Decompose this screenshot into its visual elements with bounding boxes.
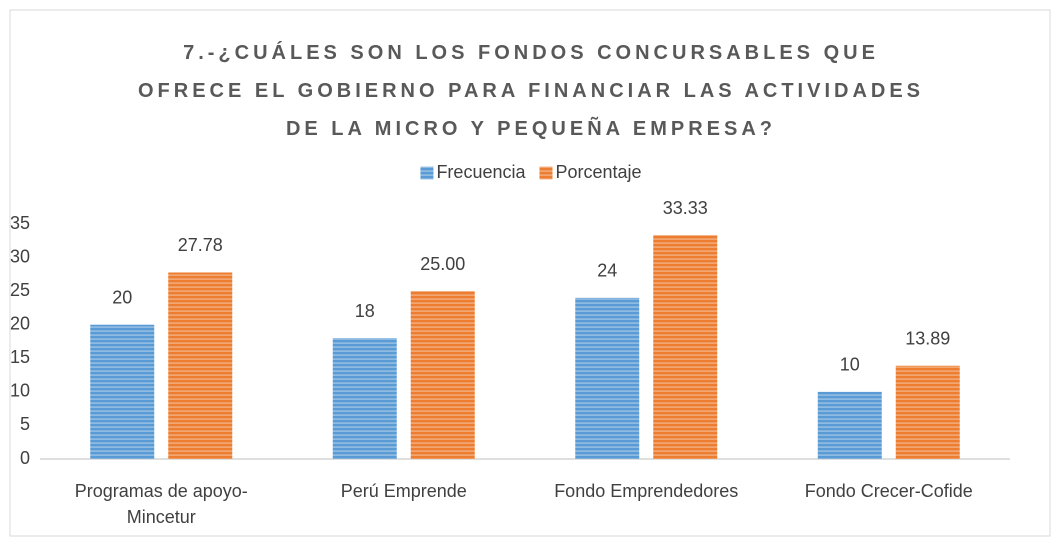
bar bbox=[332, 338, 397, 459]
legend-swatch bbox=[539, 166, 553, 180]
legend-label: Porcentaje bbox=[555, 162, 641, 182]
legend-swatch bbox=[420, 166, 434, 180]
y-tick-label: 15 bbox=[10, 347, 30, 367]
bar bbox=[410, 291, 475, 459]
y-tick-label: 25 bbox=[10, 280, 30, 300]
bar bbox=[90, 324, 155, 459]
x-tick-label: Fondo Crecer-Cofide bbox=[804, 481, 973, 501]
chart-title: 7.-¿CUÁLES SON LOS FONDOS CONCURSABLES Q… bbox=[137, 42, 925, 140]
y-tick-label: 5 bbox=[20, 414, 30, 434]
data-label: 24 bbox=[597, 261, 617, 281]
y-tick-label: 10 bbox=[10, 381, 30, 401]
y-tick-label: 0 bbox=[20, 448, 30, 468]
bar bbox=[895, 365, 960, 459]
legend-label: Frecuencia bbox=[436, 162, 526, 182]
data-label: 18 bbox=[355, 301, 375, 321]
bar bbox=[168, 272, 233, 459]
data-label: 10 bbox=[840, 355, 860, 375]
x-tick-label: Perú Emprende bbox=[340, 481, 467, 501]
data-label: 25.00 bbox=[420, 254, 465, 274]
data-label: 27.78 bbox=[178, 235, 223, 255]
data-label: 13.89 bbox=[905, 328, 950, 348]
x-tick-label: Programas de apoyo-Mincetur bbox=[74, 481, 248, 527]
bar bbox=[653, 235, 718, 459]
chart-border bbox=[9, 9, 1051, 537]
x-tick-label: Fondo Emprendedores bbox=[554, 481, 739, 501]
bar bbox=[817, 391, 882, 459]
y-tick-label: 30 bbox=[10, 246, 30, 266]
y-tick-label: 35 bbox=[10, 213, 30, 233]
data-label: 20 bbox=[112, 287, 132, 307]
bar bbox=[575, 297, 640, 459]
data-label: 33.33 bbox=[663, 198, 708, 218]
y-tick-label: 20 bbox=[10, 313, 30, 333]
